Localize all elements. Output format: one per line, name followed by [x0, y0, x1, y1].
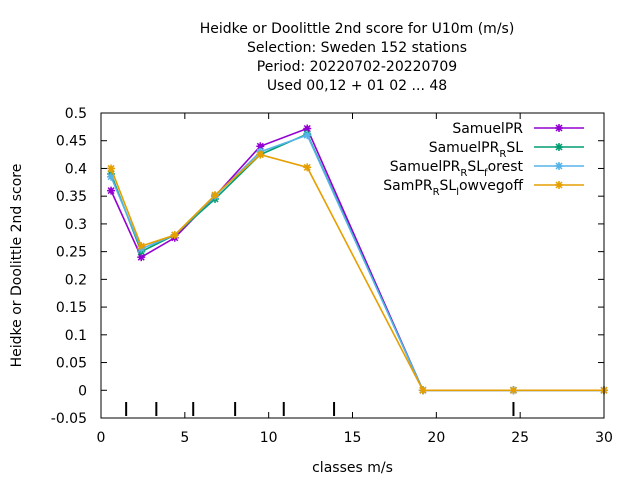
data-point: [303, 131, 312, 140]
x-tick-label: 0: [97, 430, 106, 446]
data-point: [256, 150, 265, 159]
data-point: [303, 124, 312, 133]
series-line-0: [110, 127, 604, 392]
data-point: [256, 142, 265, 151]
x-tick-label: 30: [595, 430, 613, 446]
legend: SamuelPR SamuelPRRSLSamuelPRRSLforestSamP…: [383, 121, 584, 198]
legend-marker: [555, 143, 563, 151]
series-line-1: [110, 133, 604, 392]
data-point: [107, 186, 116, 195]
y-tick-label: 0.5: [65, 106, 87, 122]
y-tick-label: 0.45: [56, 134, 87, 150]
class-marks: [125, 402, 515, 416]
series-group: [107, 124, 608, 395]
plot-frame: [100, 112, 605, 419]
data-point: [211, 191, 220, 200]
y-tick-label: 0.1: [65, 328, 87, 344]
x-tick-label: 15: [344, 430, 362, 446]
data-point: [137, 253, 146, 262]
y-tick-label: 0.35: [56, 189, 87, 205]
y-tick-label: 0.25: [56, 245, 87, 261]
x-tick-label: 10: [260, 430, 278, 446]
series-line-3: [110, 153, 604, 392]
y-tick-label: 0.4: [65, 161, 87, 177]
legend-marker: [555, 124, 563, 132]
title-line: Used 00,12 + 01 02 ... 48: [267, 78, 447, 94]
y-tick-label: 0.3: [65, 217, 87, 233]
legend-label: SamuelPR: [452, 121, 523, 137]
data-point: [418, 386, 427, 395]
data-point: [137, 242, 146, 251]
legend-label: SamPRRSLlowvegoff: [383, 178, 523, 198]
data-point: [303, 163, 312, 172]
title-line: Period: 20220702-20220709: [257, 59, 457, 75]
chart-title: Heidke or Doolittle 2nd score for U10m (…: [200, 21, 515, 94]
x-tick-label: 20: [427, 430, 445, 446]
y-tick-label: -0.05: [51, 411, 87, 427]
y-tick-label: 0.2: [65, 272, 87, 288]
y-axis-label: Heidke or Doolittle 2nd score: [9, 164, 25, 368]
legend-label: SamuelPRRSL: [429, 140, 523, 160]
axis-ticks: 0 5 10 15 20 25 30 -0.05 0 0.05 0.1 0.15 0.2 0.25 0.3 0…: [51, 106, 613, 446]
data-point: [170, 231, 179, 239]
legend-marker: [555, 181, 563, 189]
title-line: Heidke or Doolittle 2nd score for U10m (…: [200, 21, 515, 37]
y-tick-label: 0.05: [56, 356, 87, 372]
data-point: [509, 386, 518, 395]
x-axis-label: classes m/s: [312, 460, 393, 476]
x-tick-label: 25: [511, 430, 529, 446]
y-tick-label: 0: [78, 383, 87, 399]
title-line: Selection: Sweden 152 stations: [247, 40, 467, 56]
x-tick-label: 5: [180, 430, 189, 446]
legend-label: SamuelPRRSLforest: [390, 159, 524, 179]
legend-marker: [555, 162, 563, 170]
data-point: [107, 164, 116, 173]
y-tick-label: 0.15: [56, 300, 87, 316]
